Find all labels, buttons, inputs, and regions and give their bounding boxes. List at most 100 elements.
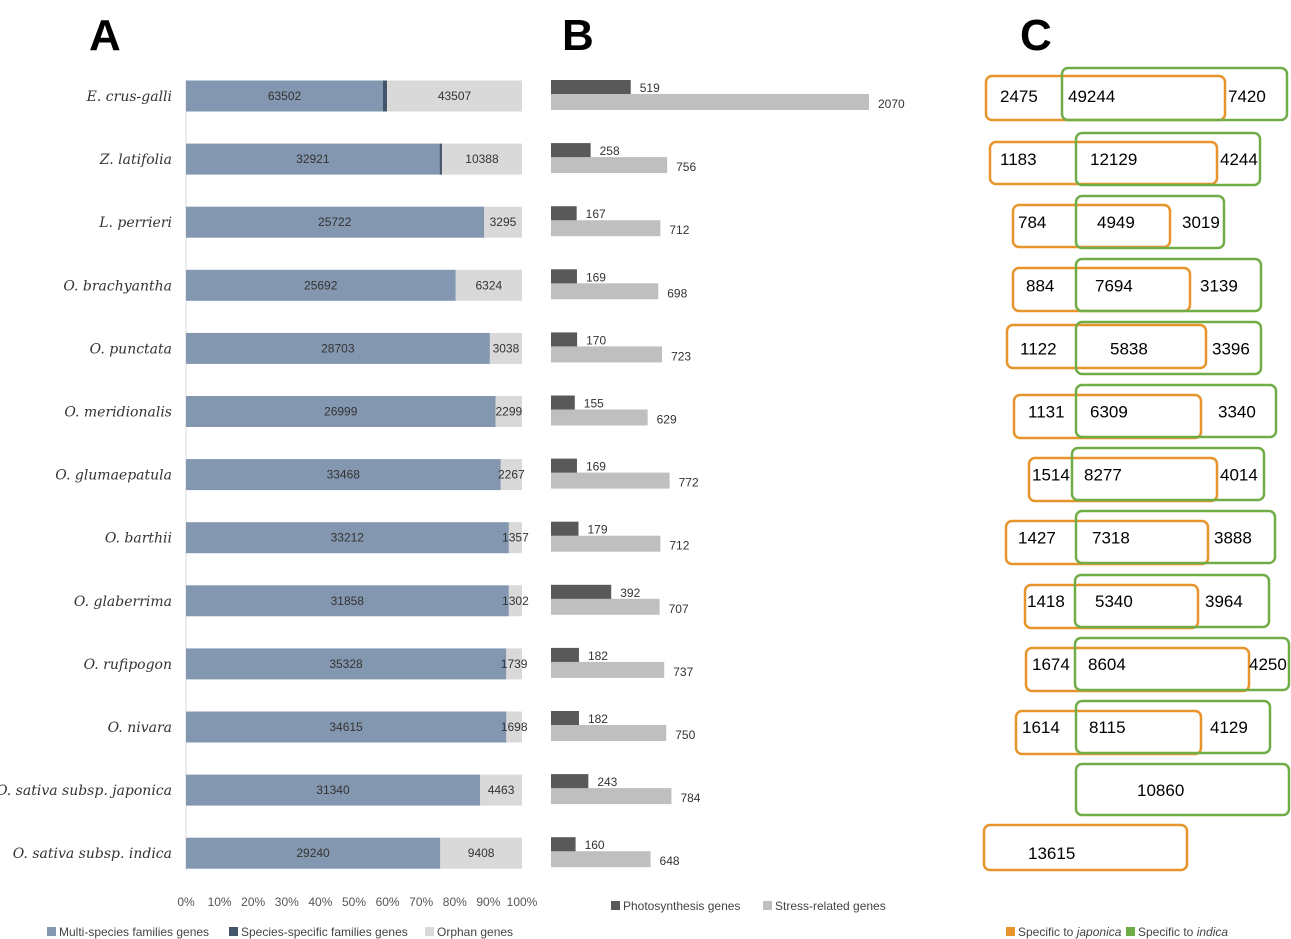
bar-b-label-stress-o-glumaepatula: 772: [679, 476, 699, 490]
x-tick-label: 0%: [177, 895, 195, 909]
legend-c: Specific to japonica Specific to indica: [1006, 925, 1228, 939]
legend-b-swatch-stress: [763, 901, 772, 910]
species-labels: E. crus-galli Z. latifolia L. perrieri O. b…: [0, 89, 172, 862]
bar-b-label-photosynthesis-o-sativa-subsp-indica: 160: [585, 838, 605, 852]
venn-japonica-only-value: 1183: [1000, 150, 1037, 169]
bar-b-stress-z-latifolia: [551, 157, 668, 174]
venn-indica-box: [1060, 66, 1289, 122]
bar-a-label-multi-species-families-genes-l-perrieri: 25722: [318, 215, 352, 229]
legend-c-label-indica: Specific to indica: [1138, 925, 1228, 939]
bar-a-multi-species-families-genes-o-meridionalis: [186, 396, 496, 427]
venn-indica-only-value: 3139: [1200, 276, 1238, 295]
legend-c-indica-prefix: Specific to: [1138, 925, 1197, 939]
bar-a-label-multi-species-families-genes-o-punctata: 28703: [321, 341, 355, 355]
bar-b-stress-o-nivara: [551, 725, 667, 741]
legend-a-label-multi: Multi-species families genes: [59, 925, 209, 939]
bar-a-multi-species-families-genes-o-sativa-subsp-indica: [186, 837, 441, 869]
bar-b-label-photosynthesis-o-brachyantha: 169: [586, 270, 606, 284]
bar-b-photosynthesis-o-meridionalis: [551, 395, 575, 412]
bar-b-label-stress-l-perrieri: 712: [669, 223, 689, 237]
legend-a-label-orphan: Orphan genes: [437, 925, 513, 939]
bar-a-label-orphan-genes-e-crus-galli: 43507: [438, 89, 472, 103]
bar-a-multi-species-families-genes-o-glaberrima: [186, 585, 509, 617]
species-label-o-brachyantha: O. brachyantha: [63, 278, 172, 294]
venn-indica-box: [1073, 636, 1291, 692]
species-label-o-barthii: O. barthii: [105, 531, 172, 547]
bar-a-label-multi-species-families-genes-o-barthii: 33212: [331, 531, 365, 545]
bar-a-label-orphan-genes-o-sativa-subsp-indica: 9408: [468, 846, 495, 860]
bar-a-multi-species-families-genes-o-sativa-subsp-japonica: [186, 774, 480, 806]
bar-a-orphan-genes-z-latifolia: [441, 143, 522, 175]
bar-b-stress-l-perrieri: [551, 220, 661, 237]
bar-a-label-multi-species-families-genes-o-glaberrima: 31858: [331, 594, 365, 608]
x-tick-label: 60%: [376, 895, 400, 909]
bar-a-orphan-genes-o-brachyantha: [455, 269, 522, 301]
x-tick-label: 100%: [507, 895, 538, 909]
venn-indica-only-value: 3396: [1212, 339, 1250, 358]
bar-b-stress-o-glumaepatula: [551, 472, 670, 489]
venn-indica-only-value: 4244: [1220, 150, 1258, 169]
bar-a-orphan-genes-o-meridionalis: [495, 396, 522, 427]
bar-a-label-orphan-genes-o-rufipogon: 1739: [501, 657, 528, 671]
venn-indica-box: [1074, 194, 1226, 250]
bar-a-label-orphan-genes-o-sativa-subsp-japonica: 4463: [488, 783, 515, 797]
bar-a-multi-species-families-genes-o-glumaepatula: [186, 459, 501, 491]
legend-c-label-japonica: Specific to japonica: [1018, 925, 1122, 939]
species-label-o-meridionalis: O. meridionalis: [64, 405, 172, 421]
bar-a-label-orphan-genes-z-latifolia: 10388: [465, 152, 499, 166]
legend-b-swatch-photosynthesis: [611, 901, 620, 910]
species-label-o-nivara: O. nivara: [108, 720, 172, 736]
bar-a-label-orphan-genes-o-brachyantha: 6324: [475, 278, 502, 292]
species-label-z-latifolia: Z. latifolia: [99, 152, 172, 168]
bar-a-orphan-genes-o-barthii: [508, 522, 522, 554]
venn-japonica-only-value: 1122: [1020, 339, 1057, 358]
bar-a-orphan-genes-o-nivara: [506, 711, 522, 743]
panel-c-venn-rows: 2475 49244 7420 1183 12129 4244 784 4949 3019 884…: [982, 66, 1291, 872]
bar-b-photosynthesis-o-sativa-subsp-japonica: [551, 774, 589, 791]
venn-shared-value: 49244: [1068, 87, 1115, 106]
bar-a-multi-species-families-genes-o-brachyantha: [186, 269, 456, 301]
venn-japonica-only-value: 1674: [1032, 655, 1070, 674]
venn-indica-only-value: 10860: [1137, 781, 1184, 800]
bar-b-label-photosynthesis-o-meridionalis: 155: [584, 397, 604, 411]
bar-a-orphan-genes-e-crus-galli: [387, 80, 522, 112]
bar-b-stress-o-barthii: [551, 535, 661, 552]
bar-b-photosynthesis-e-crus-galli: [551, 80, 631, 96]
panel-a-stacked-bars: 63502 43507 32921 10388 25722 3295 25692 6324 28…: [186, 80, 529, 869]
venn-shared-value: 5340: [1095, 592, 1133, 611]
venn-shared-value: 5838: [1110, 339, 1148, 358]
bar-b-label-photosynthesis-o-glumaepatula: 169: [586, 460, 606, 474]
bar-b-label-photosynthesis-o-punctata: 170: [586, 333, 606, 347]
bar-a-label-multi-species-families-genes-o-meridionalis: 26999: [324, 405, 358, 419]
venn-indica-box: [1074, 699, 1272, 755]
venn-japonica-only-value: 1418: [1027, 592, 1065, 611]
bar-b-stress-o-sativa-subsp-japonica: [551, 788, 672, 805]
bar-a-label-multi-species-families-genes-o-brachyantha: 25692: [304, 278, 338, 292]
species-label-o-glumaepatula: O. glumaepatula: [55, 468, 172, 484]
bar-a-label-multi-species-families-genes-o-sativa-subsp-indica: 29240: [296, 846, 330, 860]
bar-a-multi-species-families-genes-o-nivara: [186, 711, 507, 743]
panel-letter-a: A: [89, 11, 121, 60]
panel-letter-b: B: [562, 11, 594, 60]
venn-indica-box: [1074, 131, 1262, 187]
bar-b-photosynthesis-o-glaberrima: [551, 584, 612, 601]
legend-a-swatch-species-specific: [229, 927, 238, 936]
venn-japonica-only-value: 784: [1018, 213, 1046, 232]
bar-b-photosynthesis-z-latifolia: [551, 143, 591, 160]
legend-c-japonica-name: japonica: [1075, 925, 1122, 939]
bar-b-label-stress-o-glaberrima: 707: [669, 602, 689, 616]
bar-b-stress-o-sativa-subsp-indica: [551, 851, 651, 868]
species-label-o-rufipogon: O. rufipogon: [84, 657, 172, 673]
species-label-o-sativa-subsp-japonica: O. sativa subsp. japonica: [0, 783, 172, 799]
x-tick-label: 10%: [208, 895, 232, 909]
venn-indica-only-value: 3888: [1214, 529, 1252, 548]
bar-a-orphan-genes-o-rufipogon: [506, 648, 522, 680]
bar-b-label-stress-o-rufipogon: 737: [673, 665, 693, 679]
bar-a-label-orphan-genes-o-glumaepatula: 2267: [498, 468, 525, 482]
bar-a-label-multi-species-families-genes-o-glumaepatula: 33468: [327, 468, 361, 482]
legend-b: Photosynthesis genes Stress-related gene…: [611, 899, 886, 913]
legend-c-swatch-indica: [1126, 927, 1135, 936]
venn-japonica-box: [982, 823, 1189, 872]
legend-b-label-photosynthesis: Photosynthesis genes: [623, 899, 740, 913]
